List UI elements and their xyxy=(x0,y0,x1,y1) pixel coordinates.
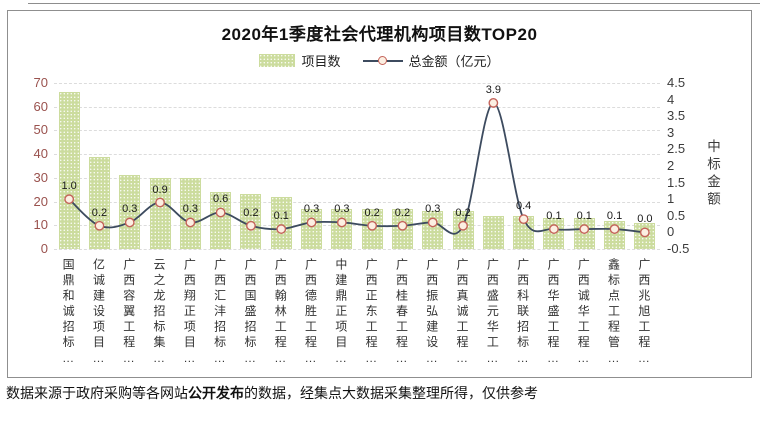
bar xyxy=(543,218,565,249)
line-data-label: 0.1 xyxy=(576,210,592,223)
right-axis-tick: 2.5 xyxy=(667,141,686,157)
grid-line xyxy=(54,249,660,250)
caption-bold: 公开发布 xyxy=(188,385,244,401)
line-data-label: 1.0 xyxy=(61,180,77,193)
right-axis-tick: -0.5 xyxy=(667,241,690,256)
bar-legend-swatch-icon xyxy=(259,54,296,67)
line-data-label: 0.2 xyxy=(91,206,108,219)
line-data-label: 3.9 xyxy=(485,83,501,96)
line-data-label: 0.9 xyxy=(152,183,168,196)
legend-item-line: 总金额（亿元） xyxy=(362,51,500,70)
x-axis-label: 广西振弘建设… xyxy=(424,258,439,369)
grid-line xyxy=(54,225,660,227)
chart-title: 2020年1季度社会代理机构项目数TOP20 xyxy=(221,25,538,44)
grid-line xyxy=(54,106,660,108)
right-axis-title: 中标金额 xyxy=(705,139,720,209)
bar xyxy=(634,222,656,249)
bar xyxy=(88,156,110,249)
line-data-label: 0.1 xyxy=(606,210,623,223)
x-axis-label: 广西正东工程… xyxy=(364,258,379,369)
x-axis-label: 广西兆旭工程… xyxy=(636,258,651,369)
line-data-label: 0.2 xyxy=(455,206,471,219)
left-axis-tick: 60 xyxy=(33,98,48,114)
left-axis-tick: 20 xyxy=(33,193,48,209)
grid-line xyxy=(54,177,660,179)
x-axis-label: 鑫标点工程管… xyxy=(606,258,621,369)
bar xyxy=(573,218,595,249)
legend-item-bars: 项目数 xyxy=(259,51,341,70)
x-axis-label: 中建鼎正项目… xyxy=(333,258,348,369)
caption-prefix: 数据来源于政府采购等各网站 xyxy=(6,385,188,401)
left-axis-tick: 50 xyxy=(33,122,48,138)
right-axis-tick: 1.5 xyxy=(667,174,686,190)
line-data-label: 0.2 xyxy=(394,206,411,219)
bar xyxy=(513,215,535,249)
right-axis-tick: 4 xyxy=(667,91,675,107)
grid-line xyxy=(54,154,660,156)
line-data-label: 0.3 xyxy=(182,203,198,216)
bar xyxy=(422,211,444,249)
left-axis-tick: 30 xyxy=(33,169,48,185)
line-data-label: 0.2 xyxy=(364,206,380,219)
chart-legend: 项目数 总金额（亿元） xyxy=(8,51,751,70)
right-axis-tick: 0.5 xyxy=(667,207,686,223)
right-axis-tick: 3 xyxy=(667,124,675,140)
x-axis-label: 亿诚建设项目… xyxy=(91,258,106,369)
left-axis-tick: 70 xyxy=(33,75,48,90)
chart-container: 2020年1季度社会代理机构项目数TOP20 项目数 总金额（亿元） 中标金额 … xyxy=(7,10,752,378)
line-data-label: 0.1 xyxy=(546,210,562,223)
line-data-label: 0.3 xyxy=(425,203,441,216)
line-data-label: 0.1 xyxy=(273,210,289,223)
caption-suffix: 的数据，经集点大数据采集整理所得，仅供参考 xyxy=(244,385,538,401)
right-axis-tick: 3.5 xyxy=(667,108,686,124)
x-axis-label: 广西汇沣招标… xyxy=(212,258,227,369)
grid-line xyxy=(54,201,660,203)
bar xyxy=(482,215,504,249)
left-axis-tick: 40 xyxy=(33,146,48,162)
x-axis-label: 广西翰林工程… xyxy=(273,258,288,369)
left-axis-tick: 10 xyxy=(33,217,48,233)
line-data-label: 0.4 xyxy=(515,200,532,213)
x-axis-label: 云之龙招标集… xyxy=(152,258,167,369)
bar xyxy=(270,196,292,249)
x-axis-label: 广西桂春工程… xyxy=(394,258,409,369)
right-axis-tick: 1 xyxy=(667,191,675,207)
bar xyxy=(58,92,80,249)
grid-line xyxy=(54,83,660,84)
data-source-caption: 数据来源于政府采购等各网站公开发布的数据，经集点大数据采集整理所得，仅供参考 xyxy=(6,383,756,403)
x-axis-label: 广西华盛工程… xyxy=(545,258,560,369)
x-axis-label: 广西科联招标… xyxy=(515,258,530,369)
bar xyxy=(604,220,626,249)
line-legend-marker-icon xyxy=(362,55,403,66)
top-edge-line xyxy=(28,3,760,4)
line-data-label: 0.2 xyxy=(243,206,259,219)
line-data-label: 0.3 xyxy=(122,203,138,216)
legend-bar-label: 项目数 xyxy=(301,54,341,69)
x-axis-label: 广西国盛招标… xyxy=(242,258,257,369)
right-axis-tick: 2 xyxy=(667,158,675,173)
x-axis-label: 国鼎和诚招标… xyxy=(61,258,76,369)
line-data-label: 0.3 xyxy=(303,203,320,216)
right-axis-tick: 0 xyxy=(667,224,675,240)
x-axis-label: 广西容翼工程… xyxy=(121,258,136,369)
x-axis-label: 广西德胜工程… xyxy=(303,258,318,369)
bar xyxy=(240,194,262,249)
line-data-label: 0.6 xyxy=(212,193,229,206)
line-data-label: 0.3 xyxy=(334,203,350,216)
x-axis-label: 广西诚华工程… xyxy=(576,258,591,369)
x-axis-label: 广西真诚工程… xyxy=(455,258,470,369)
line-data-label: 0.0 xyxy=(637,213,653,226)
x-axis-label: 广西盛元华工… xyxy=(485,258,500,369)
legend-line-label: 总金额（亿元） xyxy=(408,54,500,69)
x-axis-label: 广西翔正项目… xyxy=(182,258,197,369)
right-axis-tick: 4.5 xyxy=(667,75,686,90)
grid-line xyxy=(54,130,660,132)
left-axis-tick: 0 xyxy=(40,241,48,256)
